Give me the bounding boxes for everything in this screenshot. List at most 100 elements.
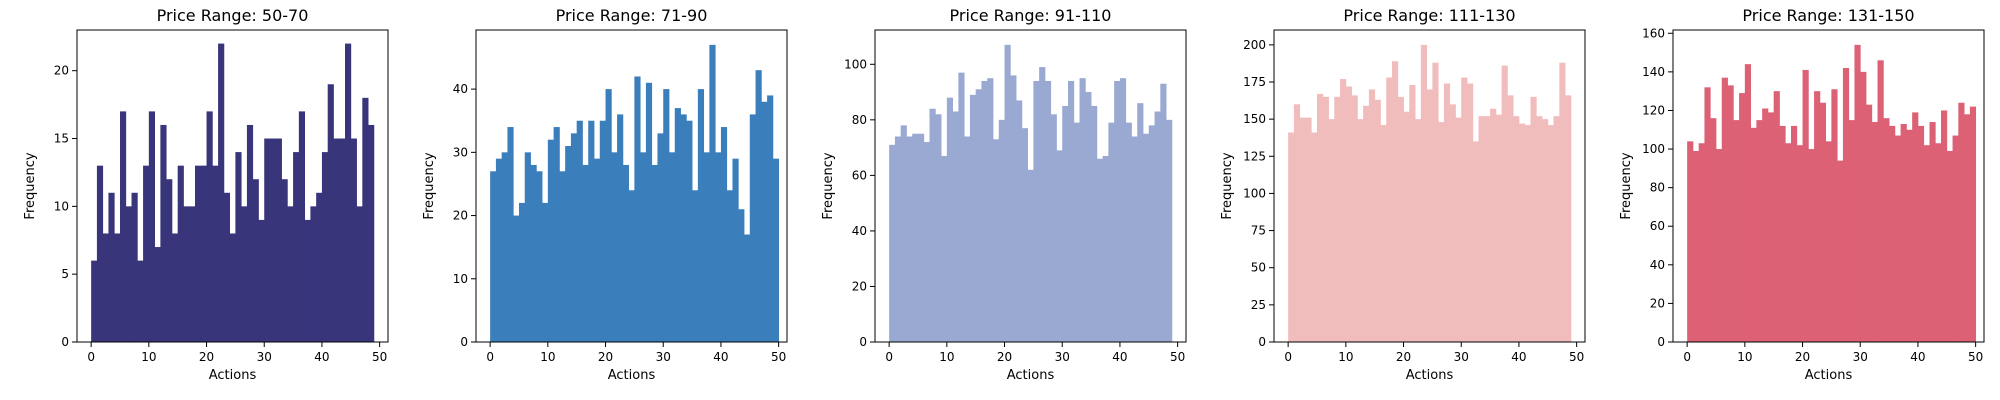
histogram-bar [1010, 75, 1017, 343]
histogram-bar [1044, 80, 1052, 343]
histogram-bar [1964, 114, 1971, 342]
histogram-bar [177, 165, 184, 342]
histogram-bar [1785, 143, 1792, 342]
histogram-bar [1160, 83, 1167, 343]
histogram-bar [1518, 123, 1526, 342]
chart-panel-2: 0 10 20 30 40 50 0 10 20 30 40 Price Range: 71-90 Ac… [422, 6, 788, 383]
histogram-bar [310, 206, 317, 342]
y-axis-label: Frequency [821, 152, 836, 219]
histogram-bar [1426, 89, 1433, 343]
chart-panel-3: 0 10 20 30 40 50 0 20 40 60 80 100 Price Range: 91-1… [821, 6, 1187, 383]
histogram-bar [1779, 125, 1786, 343]
histogram-bar [1929, 122, 1936, 342]
histogram-bar [686, 120, 693, 342]
x-tick-label: 10 [1338, 350, 1353, 364]
histogram-bar [501, 152, 508, 342]
histogram-bar [1871, 122, 1878, 342]
y-tick-label: 200 [1243, 38, 1266, 52]
histogram-bar [304, 219, 311, 342]
histogram-bar [1513, 116, 1520, 342]
x-tick-label: 0 [87, 350, 95, 364]
x-tick-label: 0 [1284, 350, 1292, 364]
histogram-bar [993, 139, 1000, 342]
axes-frame [874, 29, 1187, 343]
x-tick-label: 0 [885, 350, 893, 364]
x-axis-label: Actions [608, 368, 656, 383]
y-axis-label: Frequency [422, 152, 437, 219]
histogram-bar [1762, 108, 1769, 342]
histogram-bar [1710, 118, 1717, 343]
histogram-bar [761, 101, 768, 342]
histogram-bar [1721, 77, 1728, 342]
y-tick-label: 40 [453, 82, 468, 96]
histogram-bar [1819, 102, 1827, 343]
histogram-bar [1952, 135, 1959, 342]
histogram-bar [912, 133, 919, 342]
histogram-bar [1420, 44, 1428, 343]
histogram-bar [726, 190, 733, 342]
histogram-bar [1114, 80, 1121, 343]
histogram-bar [1912, 112, 1919, 342]
histogram-bar [1542, 119, 1549, 342]
histogram-bar [1311, 132, 1318, 342]
histogram-bar [1305, 117, 1312, 342]
histogram-bar [1322, 96, 1329, 342]
y-tick-label: 80 [1650, 181, 1665, 195]
histogram-bar [298, 111, 306, 342]
x-tick-label: 20 [997, 350, 1012, 364]
x-tick-label: 50 [372, 350, 387, 364]
y-tick-label: 40 [1650, 258, 1665, 272]
histogram-bar [697, 89, 705, 342]
histogram-bar [998, 119, 1005, 342]
histogram-bar [565, 146, 572, 342]
y-tick-label: 60 [1650, 219, 1665, 233]
histogram-bar [490, 171, 497, 342]
histogram-bar [1791, 125, 1798, 343]
histogram-bar [368, 124, 375, 343]
histogram-bar [1363, 105, 1370, 343]
x-tick-label: 40 [1112, 350, 1127, 364]
x-tick-label: 40 [314, 350, 329, 364]
histogram-bar [1438, 122, 1445, 342]
histogram-bar [1293, 104, 1301, 342]
histogram-bar [987, 78, 994, 343]
y-tick-label: 10 [54, 199, 69, 213]
histogram-bar [1848, 120, 1855, 342]
histogram-bar [1744, 64, 1752, 343]
histogram-bar [513, 215, 520, 342]
histogram-bar [125, 206, 132, 342]
histogram-bar [622, 164, 630, 342]
histogram-bar [634, 76, 641, 342]
histogram-bar [1715, 149, 1723, 342]
histogram-bar [1096, 158, 1104, 342]
histogram-bar [588, 120, 595, 342]
histogram-bar [542, 202, 549, 342]
histogram-bar [559, 171, 566, 342]
y-tick-label: 30 [453, 145, 468, 159]
y-tick-label: 15 [54, 132, 69, 146]
histogram-bar [981, 80, 988, 343]
histogram-bar [969, 94, 977, 342]
y-tick-label: 100 [1642, 142, 1665, 156]
x-tick-label: 10 [540, 350, 555, 364]
histogram-bar [1739, 93, 1746, 342]
x-tick-label: 10 [939, 350, 954, 364]
histogram-bar [333, 138, 340, 342]
histogram-bar [1154, 111, 1161, 342]
x-tick-label: 50 [1170, 350, 1185, 364]
histogram-bar [1935, 143, 1942, 342]
histogram-bar [362, 97, 369, 342]
histogram-bar [1802, 69, 1809, 342]
histogram-bar [327, 84, 334, 342]
histogram-bar [1143, 133, 1150, 342]
histogram-bar [1403, 111, 1410, 343]
histogram-bar [287, 206, 294, 342]
histogram-bar [206, 111, 213, 342]
y-tick-label: 0 [61, 335, 69, 349]
histogram-bar [576, 120, 583, 342]
histogram-bar [906, 136, 913, 342]
histogram-bar [570, 133, 578, 342]
histogram-bar [1854, 44, 1861, 343]
histogram-bar [594, 158, 601, 342]
